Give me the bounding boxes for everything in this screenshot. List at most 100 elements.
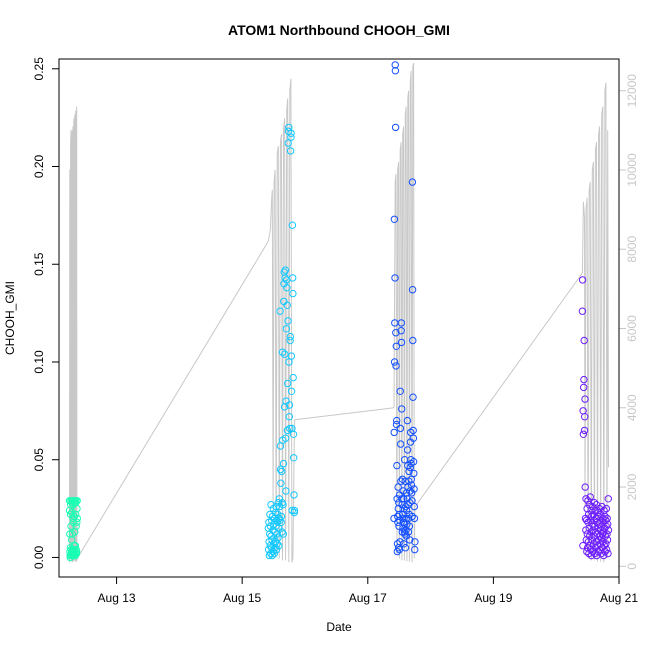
data-point xyxy=(603,514,611,523)
plot-frame xyxy=(58,58,620,578)
data-point xyxy=(405,467,413,476)
altitude-line-flight-1 xyxy=(69,106,78,563)
data-point xyxy=(276,465,285,474)
data-point xyxy=(278,467,286,476)
y2-tick-label: 4000 xyxy=(625,394,639,421)
data-point xyxy=(267,501,275,509)
data-point xyxy=(286,424,294,433)
data-point xyxy=(407,481,416,489)
y-tick-label: 0.05 xyxy=(32,448,46,472)
data-point xyxy=(283,301,291,309)
data-point xyxy=(391,123,400,132)
data-point xyxy=(603,536,612,544)
data-point xyxy=(391,274,399,282)
y-axis-label: CHOOH_GMI xyxy=(3,281,17,355)
data-point xyxy=(579,542,587,550)
x-tick-label: Aug 13 xyxy=(98,591,136,605)
data-point xyxy=(580,426,589,435)
altitude-line-flight-2 xyxy=(267,78,295,563)
data-point xyxy=(391,61,399,69)
data-point xyxy=(283,284,291,292)
data-point xyxy=(403,416,412,425)
x-tick-label: Aug 19 xyxy=(474,591,512,605)
data-point xyxy=(274,499,282,507)
altitude-connector-3 xyxy=(414,272,583,508)
data-point xyxy=(394,483,402,491)
data-point xyxy=(290,506,299,515)
data-point xyxy=(398,405,406,413)
data-point xyxy=(285,413,293,421)
data-point xyxy=(282,487,290,495)
data-point xyxy=(284,139,292,147)
data-point xyxy=(392,362,400,370)
data-point xyxy=(411,545,419,554)
data-point xyxy=(582,495,590,503)
data-point xyxy=(285,401,294,409)
data-point xyxy=(397,319,405,327)
data-point xyxy=(276,307,284,315)
x-tick-label: Aug 21 xyxy=(600,591,638,605)
y-tick-label: 0.20 xyxy=(32,155,46,179)
y2-tick-label: 6000 xyxy=(625,315,639,342)
data-point xyxy=(68,530,77,538)
data-point xyxy=(399,495,408,503)
altitude-line-flight-4 xyxy=(581,82,609,563)
data-point xyxy=(281,266,290,274)
data-point xyxy=(279,501,287,509)
data-point xyxy=(267,544,276,552)
data-point xyxy=(400,540,408,548)
data-point xyxy=(289,274,297,282)
data-point xyxy=(406,536,414,544)
data-point xyxy=(590,499,599,507)
data-point xyxy=(409,393,417,401)
data-point xyxy=(284,317,292,325)
data-point xyxy=(288,506,296,515)
data-point xyxy=(282,325,291,333)
data-point xyxy=(581,395,589,403)
data-point xyxy=(603,545,611,554)
data-point xyxy=(586,493,594,501)
data-point xyxy=(72,522,80,530)
data-point xyxy=(602,504,611,513)
data-point xyxy=(408,286,417,294)
data-point xyxy=(586,532,594,540)
data-point xyxy=(580,375,588,384)
data-point xyxy=(265,551,274,560)
data-point xyxy=(284,379,292,388)
data-point xyxy=(393,416,401,425)
data-point xyxy=(580,336,588,345)
data-point xyxy=(410,502,418,511)
y-tick-label: 0.15 xyxy=(32,252,46,276)
data-point xyxy=(268,551,276,560)
data-point xyxy=(270,549,279,558)
data-point xyxy=(290,491,298,499)
data-point xyxy=(584,497,592,505)
data-point xyxy=(409,336,417,345)
data-point xyxy=(267,549,275,558)
data-point xyxy=(277,512,286,521)
data-point xyxy=(69,514,77,523)
data-point xyxy=(406,463,414,472)
data-point xyxy=(601,512,609,521)
data-point xyxy=(391,67,400,75)
data-point xyxy=(286,336,294,345)
data-point xyxy=(281,434,290,442)
data-point xyxy=(288,221,297,229)
flight-connector-lines xyxy=(76,241,583,559)
y2-tick-label: 0 xyxy=(625,563,639,570)
data-point xyxy=(407,428,415,437)
data-point xyxy=(579,430,588,438)
data-point xyxy=(392,420,401,429)
data-point xyxy=(397,440,405,448)
data-point xyxy=(276,516,284,524)
x-tick-label: Aug 17 xyxy=(349,591,387,605)
data-point xyxy=(408,512,416,521)
y-tick-label: 0.25 xyxy=(32,57,46,81)
data-point xyxy=(599,551,608,560)
data-point xyxy=(405,522,414,530)
data-point xyxy=(592,528,600,536)
data-point xyxy=(411,538,419,546)
data-point xyxy=(604,495,612,503)
data-point xyxy=(289,373,297,382)
